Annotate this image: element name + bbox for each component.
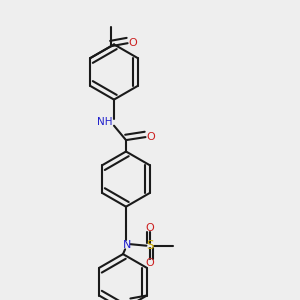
Text: O: O (129, 38, 137, 48)
Text: O: O (146, 132, 155, 142)
Text: N: N (123, 240, 132, 250)
Text: O: O (146, 223, 154, 233)
Text: O: O (146, 258, 154, 268)
Text: S: S (146, 239, 154, 252)
Text: NH: NH (97, 117, 112, 127)
